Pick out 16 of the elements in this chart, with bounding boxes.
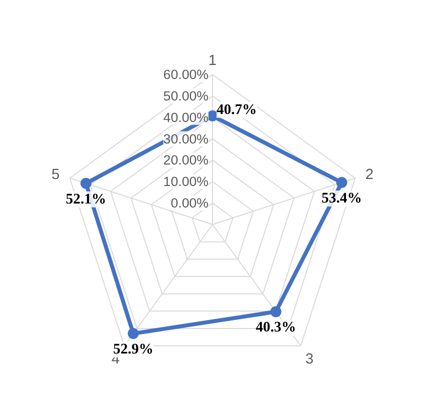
data-label: 52.9% — [113, 342, 154, 358]
data-label: 53.4% — [322, 190, 362, 207]
spoke-label: 3 — [305, 351, 314, 368]
data-label: 40.7% — [216, 102, 257, 118]
spoke-label: 2 — [365, 167, 374, 184]
y-tick-label: 50.00% — [163, 88, 209, 104]
spoke-label: 5 — [52, 167, 60, 184]
y-tick-label: 20.00% — [163, 152, 209, 168]
y-tick-label: 30.00% — [163, 131, 209, 146]
data-label: 40.3% — [256, 320, 296, 336]
data-label: 52.1% — [66, 191, 106, 208]
y-tick-label: 0.00% — [170, 196, 209, 211]
y-tick-label: 40.00% — [163, 110, 209, 125]
spoke-label: 1 — [208, 53, 217, 69]
y-tick-label: 10.00% — [163, 174, 209, 190]
y-tick-label: 60.00% — [163, 67, 209, 82]
